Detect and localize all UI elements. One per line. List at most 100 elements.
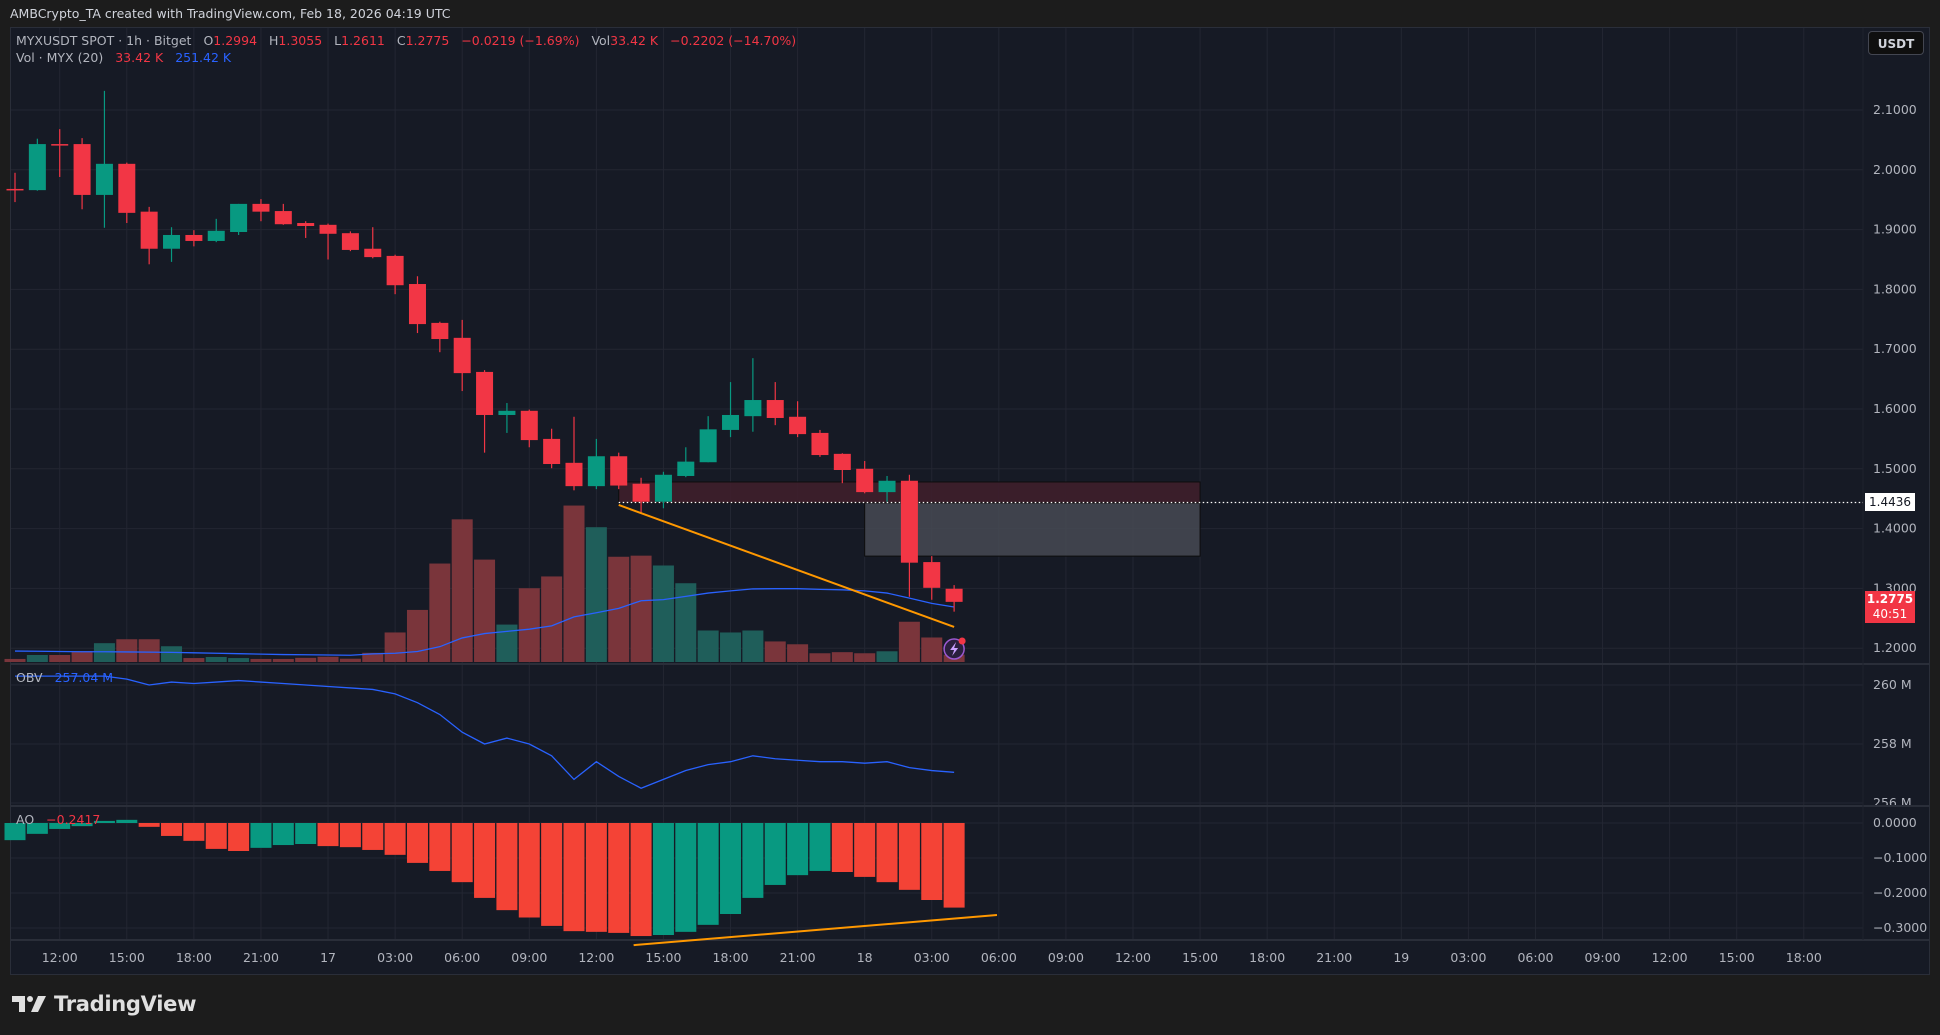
candle-body[interactable] — [900, 480, 918, 563]
candle-body[interactable] — [498, 410, 516, 415]
candle-body[interactable] — [632, 483, 650, 502]
candle-body[interactable] — [163, 234, 181, 249]
candle-body[interactable] — [28, 144, 46, 191]
ao-bar — [652, 823, 674, 935]
close-label: C — [396, 33, 406, 48]
ao-bar — [429, 823, 451, 871]
lightning-bolt-icon — [950, 642, 959, 656]
price-axis-label: 2.1000 — [1873, 102, 1917, 117]
tradingview-logo[interactable]: TradingView — [12, 992, 196, 1016]
symbol-label[interactable]: MYXUSDT SPOT · 1h · Bitget — [16, 33, 192, 48]
obv-legend[interactable]: OBV 257.04 M — [16, 670, 113, 685]
candle-body[interactable] — [722, 414, 740, 430]
time-axis-label: 21:00 — [780, 950, 816, 965]
price-trendline[interactable] — [618, 504, 955, 628]
ao-bar — [876, 823, 898, 883]
time-axis-label: 19 — [1393, 950, 1409, 965]
vol-label: Vol — [591, 33, 611, 48]
volume-bar — [250, 658, 272, 662]
ao-bar — [161, 823, 183, 836]
candle-body[interactable] — [341, 233, 359, 250]
candle-body[interactable] — [431, 322, 449, 340]
currency-unit-button[interactable]: USDT — [1868, 31, 1924, 55]
volume-legend[interactable]: Vol · MYX (20) 33.42 K 251.42 K — [16, 50, 231, 65]
candle-body[interactable] — [140, 211, 158, 249]
candle-body[interactable] — [565, 462, 583, 487]
volume-bar — [317, 656, 339, 662]
ao-bar — [362, 823, 384, 850]
candle-body[interactable] — [118, 163, 136, 213]
time-axis-label: 18:00 — [176, 950, 212, 965]
time-axis-label: 09:00 — [1585, 950, 1621, 965]
obv-line — [15, 675, 955, 789]
volume-bar — [720, 632, 742, 662]
candle-body[interactable] — [408, 284, 426, 325]
volume-bar — [362, 652, 384, 662]
candle-body[interactable] — [95, 163, 113, 195]
low-value: 1.2611 — [341, 33, 385, 48]
ao-bar — [898, 823, 920, 890]
candle-body[interactable] — [699, 429, 717, 463]
candle-body[interactable] — [274, 211, 292, 225]
candle-body[interactable] — [587, 456, 605, 487]
candle-body[interactable] — [811, 432, 829, 456]
candle-body[interactable] — [923, 562, 941, 588]
low-label: L — [334, 33, 342, 48]
ao-bar — [317, 823, 339, 847]
time-axis-label: 15:00 — [645, 950, 681, 965]
candle-body[interactable] — [230, 203, 248, 232]
ao-bar — [563, 823, 585, 932]
candle-body[interactable] — [364, 248, 382, 258]
ao-value: −0.2417 — [46, 812, 101, 827]
candle-body[interactable] — [878, 480, 896, 493]
ao-legend[interactable]: AO −0.2417 — [16, 812, 100, 827]
time-axis-label: 15:00 — [1182, 950, 1218, 965]
candle-body[interactable] — [677, 461, 695, 476]
tradingview-logo-icon — [12, 996, 46, 1012]
time-axis-label: 15:00 — [1719, 950, 1755, 965]
candle-body[interactable] — [789, 416, 807, 435]
candle-body[interactable] — [73, 144, 91, 195]
candle-body[interactable] — [744, 400, 762, 417]
candle-body[interactable] — [766, 400, 784, 418]
volume-bar — [339, 658, 361, 662]
candle-body[interactable] — [252, 203, 270, 212]
volume-bar — [608, 556, 630, 662]
tradingview-wordmark: TradingView — [54, 992, 197, 1016]
candle-body[interactable] — [610, 456, 628, 486]
gap-zone-rectangle[interactable] — [864, 502, 1201, 557]
volume-bar — [205, 656, 227, 662]
volume-bar — [49, 654, 71, 662]
obv-label[interactable]: OBV — [16, 670, 43, 685]
candle-body[interactable] — [297, 223, 315, 227]
candle-body[interactable] — [207, 230, 225, 241]
candle-body[interactable] — [856, 468, 874, 493]
ao-bar — [205, 823, 227, 849]
candle-body[interactable] — [51, 144, 69, 146]
candle-body[interactable] — [386, 255, 404, 286]
candle-body[interactable] — [654, 474, 672, 502]
candle-body[interactable] — [185, 234, 203, 241]
vol-change-value: −0.2202 (−14.70%) — [670, 33, 797, 48]
candle-body[interactable] — [520, 410, 538, 441]
volume-indicator-label[interactable]: Vol · MYX (20) — [16, 50, 104, 65]
candle-body[interactable] — [476, 371, 494, 415]
close-value: 1.2775 — [405, 33, 450, 48]
candle-body[interactable] — [833, 453, 851, 470]
candle-body[interactable] — [453, 337, 471, 374]
price-axis-label: 1.4000 — [1873, 521, 1917, 536]
candle-body[interactable] — [6, 188, 24, 191]
candle-body[interactable] — [945, 588, 963, 602]
ao-label[interactable]: AO — [16, 812, 35, 827]
ao-trendline[interactable] — [633, 914, 998, 947]
main-series-legend[interactable]: MYXUSDT SPOT · 1h · Bitget O1.2994 H1.30… — [16, 33, 796, 48]
ao-bar — [138, 823, 160, 827]
candle-body[interactable] — [319, 224, 337, 234]
obv-axis-label: 260 M — [1873, 677, 1912, 692]
volume-bar — [854, 653, 876, 662]
time-axis-label: 12:00 — [1115, 950, 1151, 965]
volume-bar — [429, 563, 451, 662]
volume-bar — [787, 644, 809, 662]
candle-body[interactable] — [543, 438, 561, 465]
